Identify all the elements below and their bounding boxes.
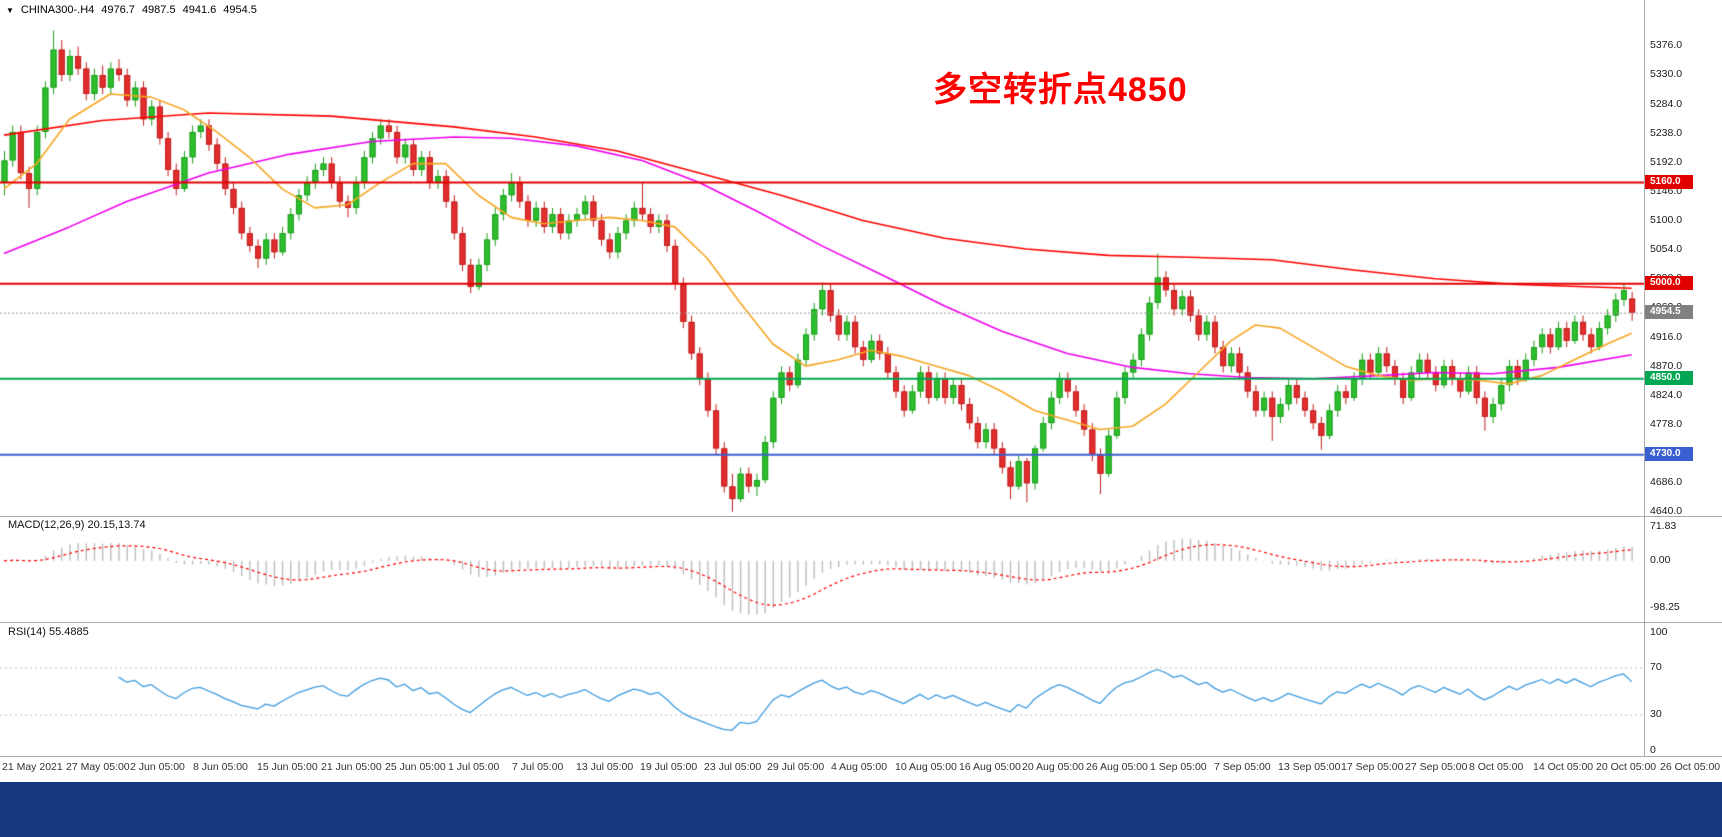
price-tick: 5376.0 xyxy=(1650,39,1683,52)
time-axis-label: 10 Aug 05:00 xyxy=(895,761,957,773)
time-axis-label: 21 Jun 05:00 xyxy=(321,761,382,773)
price-tick: 4916.0 xyxy=(1650,330,1683,343)
time-axis-label: 23 Jul 05:00 xyxy=(704,761,762,773)
price-tick: 5192.0 xyxy=(1650,155,1683,168)
ohlc-low: 4941.6 xyxy=(182,4,217,16)
macd-tick: 71.83 xyxy=(1650,519,1677,532)
macd-tick: -98.25 xyxy=(1650,601,1680,614)
price-tick: 5330.0 xyxy=(1650,68,1683,81)
time-axis-label: 29 Jul 05:00 xyxy=(767,761,825,773)
rsi-tick: 0 xyxy=(1650,743,1656,756)
price-badge-5160.0: 5160.0 xyxy=(1645,175,1693,190)
panel-separator-rsi-dates xyxy=(0,756,1722,757)
time-axis-label: 7 Sep 05:00 xyxy=(1214,761,1271,773)
time-axis-label: 8 Oct 05:00 xyxy=(1469,761,1524,773)
time-axis-label: 25 Jun 05:00 xyxy=(385,761,446,773)
chart-annotation: 多空转折点4850 xyxy=(933,71,1188,109)
time-axis-label: 27 Sep 05:00 xyxy=(1405,761,1468,773)
price-tick: 4640.0 xyxy=(1650,505,1683,518)
price-badge-4730.0: 4730.0 xyxy=(1645,447,1693,462)
macd-tick: 0.00 xyxy=(1650,554,1671,567)
rsi-tick: 30 xyxy=(1650,708,1662,721)
rsi-tick: 70 xyxy=(1650,660,1662,673)
symbol-dropdown-icon: ▼ xyxy=(6,5,14,15)
panel-separator-main-macd[interactable] xyxy=(0,516,1722,517)
price-tick: 4870.0 xyxy=(1650,359,1683,372)
ohlc-open: 4976.7 xyxy=(101,4,135,16)
time-axis-label: 16 Aug 05:00 xyxy=(959,761,1021,773)
time-axis-label: 1 Sep 05:00 xyxy=(1150,761,1207,773)
ohlc-high: 4987.5 xyxy=(141,4,176,16)
time-axis-label: 21 May 2021 xyxy=(2,761,63,773)
time-axis-label: 14 Oct 05:00 xyxy=(1533,761,1594,773)
price-tick: 4824.0 xyxy=(1650,388,1683,401)
price-tick: 5100.0 xyxy=(1650,214,1683,227)
price-tick: 4686.0 xyxy=(1650,476,1683,489)
time-axis-label: 26 Aug 05:00 xyxy=(1086,761,1148,773)
time-axis-label: 4 Aug 05:00 xyxy=(831,761,888,773)
price-tick: 5054.0 xyxy=(1650,243,1683,256)
time-axis-label: 20 Aug 05:00 xyxy=(1022,761,1084,773)
time-axis-label: 8 Jun 05:00 xyxy=(193,761,248,773)
time-axis-label: 1 Jul 05:00 xyxy=(448,761,500,773)
time-axis-label: 15 Jun 05:00 xyxy=(257,761,318,773)
time-axis-label: 20 Oct 05:00 xyxy=(1596,761,1657,773)
price-tick: 5238.0 xyxy=(1650,126,1683,139)
time-axis-label: 26 Oct 05:00 xyxy=(1660,761,1721,773)
symbol-name: CHINA300-.H4 xyxy=(20,4,95,16)
time-axis-label: 13 Sep 05:00 xyxy=(1278,761,1341,773)
time-axis-label: 2 Jun 05:00 xyxy=(130,761,185,773)
time-axis-label: 27 May 05:00 xyxy=(66,761,130,773)
price-tick: 5284.0 xyxy=(1650,97,1683,110)
rsi-indicator-label: RSI(14) 55.4885 xyxy=(8,626,89,638)
ohlc-close: 4954.5 xyxy=(223,4,257,16)
price-badge-4850.0: 4850.0 xyxy=(1645,371,1693,386)
price-chart-canvas[interactable] xyxy=(0,0,1722,782)
price-badge-5000.0: 5000.0 xyxy=(1645,276,1693,291)
taskbar xyxy=(0,782,1722,837)
price-axis-border xyxy=(1644,0,1645,756)
time-axis-label: 19 Jul 05:00 xyxy=(640,761,698,773)
symbol-header: ▼ CHINA300-.H4 4976.7 4987.5 4941.6 4954… xyxy=(6,4,257,16)
macd-indicator-label: MACD(12,26,9) 20.15,13.74 xyxy=(8,519,146,531)
price-tick: 4778.0 xyxy=(1650,417,1683,430)
rsi-tick: 100 xyxy=(1650,625,1668,638)
panel-separator-macd-rsi[interactable] xyxy=(0,622,1722,623)
time-axis-label: 17 Sep 05:00 xyxy=(1341,761,1404,773)
time-axis-label: 13 Jul 05:00 xyxy=(576,761,634,773)
time-axis-label: 7 Jul 05:00 xyxy=(512,761,564,773)
price-badge-4954.5: 4954.5 xyxy=(1645,305,1693,320)
